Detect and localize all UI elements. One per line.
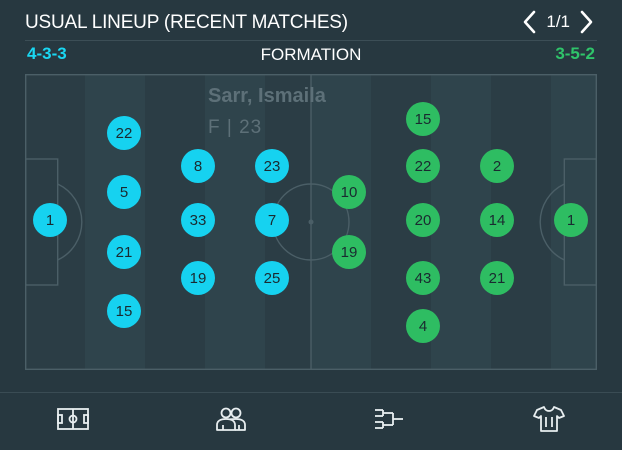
away-player[interactable]: 14 (480, 203, 514, 237)
hovered-player-name: Sarr, Ismaila (208, 85, 326, 107)
nav-bracket-button[interactable] (349, 393, 429, 450)
bracket-icon (373, 406, 405, 437)
pitch: Sarr, Ismaila F | 23 1 22 5 21 15 8 33 1… (25, 74, 597, 370)
jersey-icon (533, 405, 565, 438)
nav-kit-button[interactable] (509, 393, 589, 450)
home-player[interactable]: 23 (255, 149, 289, 183)
page-count: 1/1 (546, 12, 570, 31)
hovered-player-number: 23 (239, 117, 263, 138)
home-player[interactable]: 5 (107, 175, 141, 209)
home-player[interactable]: 8 (181, 149, 215, 183)
home-player[interactable]: 1 (33, 203, 67, 237)
home-player[interactable]: 7 (255, 203, 289, 237)
away-player[interactable]: 4 (406, 309, 440, 343)
away-player[interactable]: 2 (480, 149, 514, 183)
formation-label: FORMATION (260, 45, 362, 64)
away-player[interactable]: 21 (480, 261, 514, 295)
page-title: USUAL LINEUP (RECENT MATCHES) (25, 12, 348, 33)
home-formation: 4-3-3 (27, 44, 67, 63)
hovered-player-position: F (208, 117, 221, 138)
chevron-left-icon[interactable] (522, 10, 536, 34)
header: USUAL LINEUP (RECENT MATCHES) 1/1 (0, 0, 622, 40)
hovered-player-meta: F | 23 (208, 117, 263, 138)
bottom-nav (0, 393, 622, 450)
home-player[interactable]: 25 (255, 261, 289, 295)
header-divider (25, 40, 597, 41)
away-player[interactable]: 10 (332, 175, 366, 209)
players-icon (215, 406, 247, 437)
away-player[interactable]: 1 (554, 203, 588, 237)
away-player[interactable]: 22 (406, 149, 440, 183)
home-player[interactable]: 19 (181, 261, 215, 295)
formation-row: 4-3-3 FORMATION 3-5-2 (0, 44, 622, 66)
home-player[interactable]: 15 (107, 294, 141, 328)
home-player[interactable]: 22 (107, 116, 141, 150)
home-player[interactable]: 21 (107, 235, 141, 269)
away-player[interactable]: 20 (406, 203, 440, 237)
chevron-right-icon[interactable] (580, 10, 594, 34)
pager: 1/1 (522, 9, 594, 35)
nav-divider (0, 392, 622, 393)
nav-lineup-button[interactable] (33, 393, 113, 450)
nav-players-button[interactable] (191, 393, 271, 450)
pitch-icon (57, 407, 89, 436)
away-player[interactable]: 19 (332, 235, 366, 269)
home-player[interactable]: 33 (181, 203, 215, 237)
away-formation: 3-5-2 (555, 44, 595, 63)
away-player[interactable]: 15 (406, 102, 440, 136)
away-player[interactable]: 43 (406, 261, 440, 295)
